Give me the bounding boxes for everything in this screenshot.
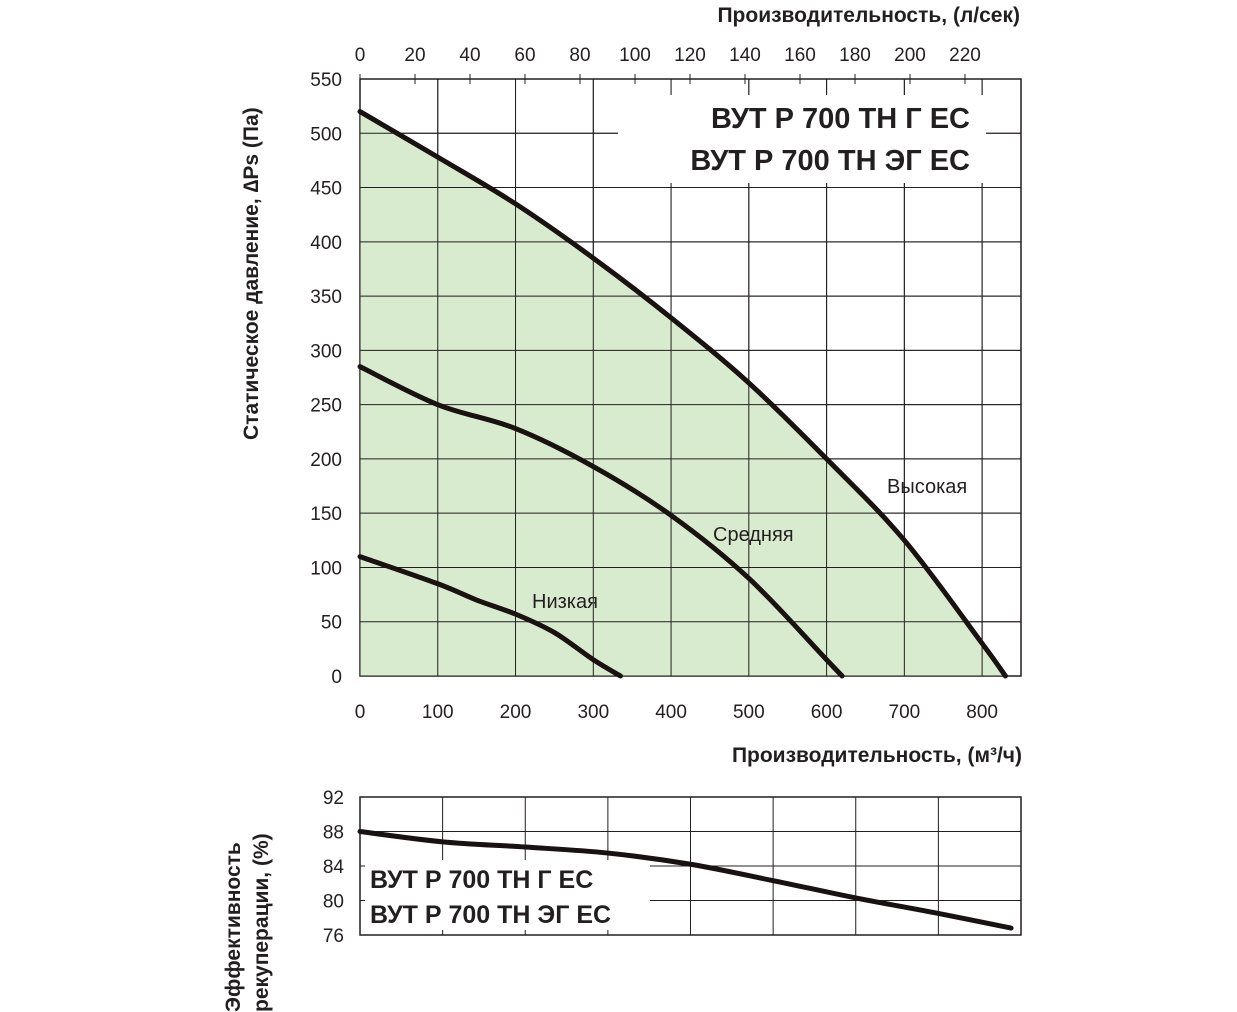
x-tick-label: 0 (355, 702, 366, 723)
y-tick-label: 400 (310, 233, 342, 254)
x-tick-label: 700 (889, 702, 921, 723)
x2-tick-label: 140 (729, 45, 761, 66)
x2-tick-label: 220 (949, 45, 981, 66)
curve-label-high: Высокая (887, 476, 967, 498)
y-tick-label: 50 (321, 613, 342, 634)
pressure-axis-ticks: 0 100 200 300 400 500 600 700 800050100150200250… (310, 45, 998, 723)
y-tick-label: 500 (310, 124, 342, 145)
curve-Средняя (357, 364, 845, 679)
efficiency-model-label-2: ВУТ Р 700 ТН ЭГ ЕС (370, 901, 611, 929)
pressure-curves (357, 109, 1008, 679)
y-tick-label: 550 (310, 70, 342, 91)
plot-border (359, 796, 1022, 936)
x2-tick-label: 120 (674, 45, 706, 66)
y-axis-title: Статическое давление, ∆Ps (Па) (240, 107, 263, 440)
model-label-2: ВУТ Р 700 ТН ЭГ ЕС (690, 145, 970, 177)
efficiency-axis-ticks: 92 88 84 80 76 (323, 788, 345, 947)
x-tick-label: 100 (422, 702, 454, 723)
efficiency-model-label-1: ВУТ Р 700 ТН Г ЕС (370, 866, 593, 894)
x2-tick-label: 20 (404, 45, 425, 66)
efficiency-line (357, 829, 1014, 931)
x-tick-label: 500 (733, 702, 765, 723)
y-tick-label: 88 (323, 823, 344, 844)
y-tick-label: 450 (310, 179, 342, 200)
y-tick-label: 0 (331, 667, 342, 688)
x2-tick-label: 200 (894, 45, 926, 66)
x2-tick-label: 40 (459, 45, 480, 66)
y-tick-label: 84 (323, 857, 345, 878)
curve-label-medium: Средняя (713, 524, 794, 546)
x-tick-label: 300 (577, 702, 609, 723)
y-tick-label: 150 (310, 504, 342, 525)
y-tick-label: 300 (310, 341, 342, 362)
curve-Высокая (357, 109, 1008, 679)
operating-area (360, 111, 1006, 676)
y-tick-label: 350 (310, 287, 342, 308)
model-label-1: ВУТ Р 700 ТН Г ЕС (711, 103, 970, 135)
curve-Низкая (357, 554, 624, 679)
x-tick-label: 800 (966, 702, 998, 723)
efficiency-y-title-2: рекуперации, (%) (250, 833, 273, 1012)
efficiency-curve (357, 829, 1014, 931)
y-tick-label: 76 (323, 926, 344, 947)
x-tick-label: 400 (655, 702, 687, 723)
y-tick-label: 92 (323, 788, 344, 809)
x2-axis-title: Производительность, (л/сек) (717, 4, 1020, 27)
x2-tick-label: 80 (569, 45, 590, 66)
y-tick-label: 80 (323, 892, 344, 913)
y-tick-label: 200 (310, 450, 342, 471)
x-tick-label: 200 (500, 702, 532, 723)
model-label-background (618, 95, 986, 183)
curve-label-low: Низкая (532, 591, 598, 613)
y-tick-label: 250 (310, 396, 342, 417)
y-tick-label: 100 (310, 558, 342, 579)
efficiency-y-title-1: Эффективность (222, 842, 245, 1012)
x-axis-title: Производительность, (м³/ч) (732, 744, 1022, 767)
x2-tick-label: 180 (839, 45, 871, 66)
x2-tick-label: 100 (619, 45, 651, 66)
x-tick-label: 600 (811, 702, 843, 723)
efficiency-model-label-background (365, 860, 650, 930)
x2-tick-label: 160 (784, 45, 816, 66)
x2-tick-label: 60 (514, 45, 535, 66)
x2-tick-label: 0 (355, 45, 366, 66)
